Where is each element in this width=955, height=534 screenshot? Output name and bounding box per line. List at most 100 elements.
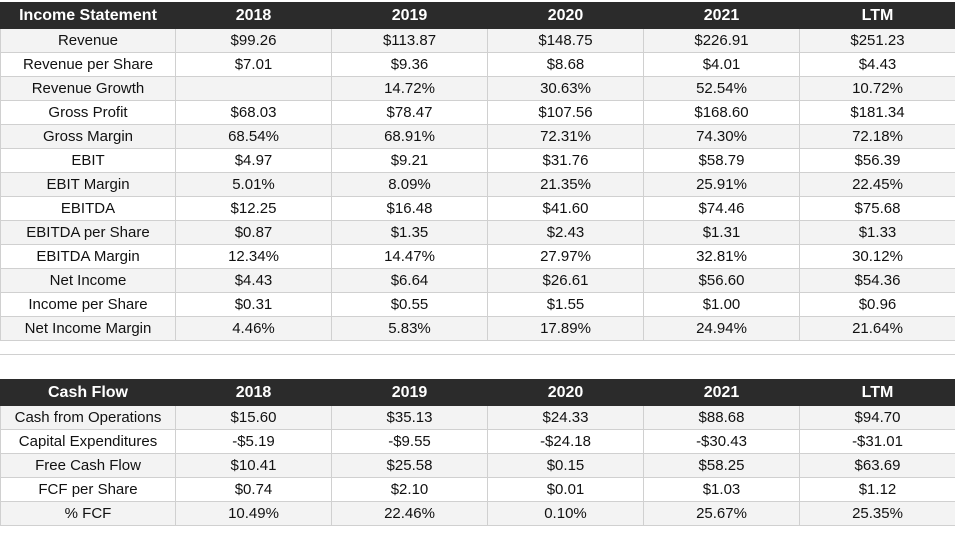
value-cell[interactable]: $1.33	[799, 220, 955, 245]
column-header-2[interactable]: 2019	[331, 2, 488, 29]
value-cell[interactable]: $251.23	[799, 28, 955, 53]
value-cell[interactable]: $2.43	[487, 220, 644, 245]
value-cell[interactable]: $94.70	[799, 405, 955, 430]
value-cell[interactable]: $4.43	[799, 52, 955, 77]
value-cell[interactable]: $1.31	[643, 220, 800, 245]
value-cell[interactable]: 52.54%	[643, 76, 800, 101]
value-cell[interactable]: $0.01	[487, 477, 644, 502]
column-header-5[interactable]: LTM	[799, 379, 955, 406]
value-cell[interactable]: $58.25	[643, 453, 800, 478]
value-cell[interactable]: $168.60	[643, 100, 800, 125]
value-cell[interactable]: $63.69	[799, 453, 955, 478]
value-cell[interactable]: 25.91%	[643, 172, 800, 197]
value-cell[interactable]: $0.55	[331, 292, 488, 317]
value-cell[interactable]: $148.75	[487, 28, 644, 53]
row-label-cell[interactable]: FCF per Share	[0, 477, 176, 502]
value-cell[interactable]: $9.36	[331, 52, 488, 77]
row-label-cell[interactable]: EBIT	[0, 148, 176, 173]
value-cell[interactable]: $26.61	[487, 268, 644, 293]
value-cell[interactable]: -$30.43	[643, 429, 800, 454]
value-cell[interactable]: $1.03	[643, 477, 800, 502]
value-cell[interactable]: $56.60	[643, 268, 800, 293]
value-cell[interactable]: $1.00	[643, 292, 800, 317]
value-cell[interactable]: -$24.18	[487, 429, 644, 454]
value-cell[interactable]: $35.13	[331, 405, 488, 430]
row-label-cell[interactable]: Gross Margin	[0, 124, 176, 149]
column-header-2[interactable]: 2019	[331, 379, 488, 406]
value-cell[interactable]: $181.34	[799, 100, 955, 125]
value-cell[interactable]: $0.96	[799, 292, 955, 317]
value-cell[interactable]: $75.68	[799, 196, 955, 221]
column-header-3[interactable]: 2020	[487, 2, 644, 29]
row-label-cell[interactable]: Revenue Growth	[0, 76, 176, 101]
value-cell[interactable]: 21.64%	[799, 316, 955, 341]
value-cell[interactable]: 27.97%	[487, 244, 644, 269]
value-cell[interactable]: $15.60	[175, 405, 332, 430]
value-cell[interactable]: 0.10%	[487, 501, 644, 526]
column-header-4[interactable]: 2021	[643, 379, 800, 406]
value-cell[interactable]: 21.35%	[487, 172, 644, 197]
value-cell[interactable]: 72.31%	[487, 124, 644, 149]
value-cell[interactable]: $74.46	[643, 196, 800, 221]
value-cell[interactable]: $1.35	[331, 220, 488, 245]
value-cell[interactable]: $226.91	[643, 28, 800, 53]
value-cell[interactable]: 14.47%	[331, 244, 488, 269]
value-cell[interactable]: 68.91%	[331, 124, 488, 149]
row-label-cell[interactable]: EBIT Margin	[0, 172, 176, 197]
value-cell[interactable]: $56.39	[799, 148, 955, 173]
row-label-cell[interactable]: Net Income Margin	[0, 316, 176, 341]
value-cell[interactable]: $24.33	[487, 405, 644, 430]
row-label-cell[interactable]: EBITDA	[0, 196, 176, 221]
row-label-cell[interactable]: Revenue per Share	[0, 52, 176, 77]
value-cell[interactable]: $1.12	[799, 477, 955, 502]
value-cell[interactable]: $8.68	[487, 52, 644, 77]
value-cell[interactable]: $10.41	[175, 453, 332, 478]
value-cell[interactable]: $6.64	[331, 268, 488, 293]
column-header-1[interactable]: 2018	[175, 379, 332, 406]
row-label-cell[interactable]: Cash from Operations	[0, 405, 176, 430]
value-cell[interactable]: $107.56	[487, 100, 644, 125]
value-cell[interactable]: 17.89%	[487, 316, 644, 341]
value-cell[interactable]: 25.67%	[643, 501, 800, 526]
row-label-cell[interactable]: Free Cash Flow	[0, 453, 176, 478]
income-title-cell[interactable]: Income Statement	[0, 2, 176, 29]
value-cell[interactable]: -$9.55	[331, 429, 488, 454]
value-cell[interactable]: 10.72%	[799, 76, 955, 101]
row-label-cell[interactable]: Gross Profit	[0, 100, 176, 125]
value-cell[interactable]: $0.87	[175, 220, 332, 245]
value-cell[interactable]: 12.34%	[175, 244, 332, 269]
value-cell[interactable]: $4.43	[175, 268, 332, 293]
value-cell[interactable]: $25.58	[331, 453, 488, 478]
value-cell[interactable]: $9.21	[331, 148, 488, 173]
value-cell[interactable]: 32.81%	[643, 244, 800, 269]
value-cell[interactable]: 5.01%	[175, 172, 332, 197]
row-label-cell[interactable]: % FCF	[0, 501, 176, 526]
value-cell[interactable]: $7.01	[175, 52, 332, 77]
value-cell[interactable]: 22.46%	[331, 501, 488, 526]
value-cell[interactable]: $68.03	[175, 100, 332, 125]
value-cell[interactable]: -$31.01	[799, 429, 955, 454]
value-cell[interactable]	[175, 76, 332, 101]
value-cell[interactable]: 24.94%	[643, 316, 800, 341]
value-cell[interactable]: 14.72%	[331, 76, 488, 101]
value-cell[interactable]: 5.83%	[331, 316, 488, 341]
row-label-cell[interactable]: EBITDA Margin	[0, 244, 176, 269]
value-cell[interactable]: 30.12%	[799, 244, 955, 269]
value-cell[interactable]: $58.79	[643, 148, 800, 173]
value-cell[interactable]: $113.87	[331, 28, 488, 53]
row-label-cell[interactable]: Net Income	[0, 268, 176, 293]
value-cell[interactable]: $31.76	[487, 148, 644, 173]
column-header-3[interactable]: 2020	[487, 379, 644, 406]
value-cell[interactable]: $16.48	[331, 196, 488, 221]
value-cell[interactable]: $99.26	[175, 28, 332, 53]
value-cell[interactable]: $0.74	[175, 477, 332, 502]
value-cell[interactable]: $1.55	[487, 292, 644, 317]
value-cell[interactable]: $0.31	[175, 292, 332, 317]
row-label-cell[interactable]: Capital Expenditures	[0, 429, 176, 454]
column-header-1[interactable]: 2018	[175, 2, 332, 29]
cashflow-title-cell[interactable]: Cash Flow	[0, 379, 176, 406]
value-cell[interactable]: $4.97	[175, 148, 332, 173]
row-label-cell[interactable]: Income per Share	[0, 292, 176, 317]
column-header-4[interactable]: 2021	[643, 2, 800, 29]
value-cell[interactable]: $0.15	[487, 453, 644, 478]
